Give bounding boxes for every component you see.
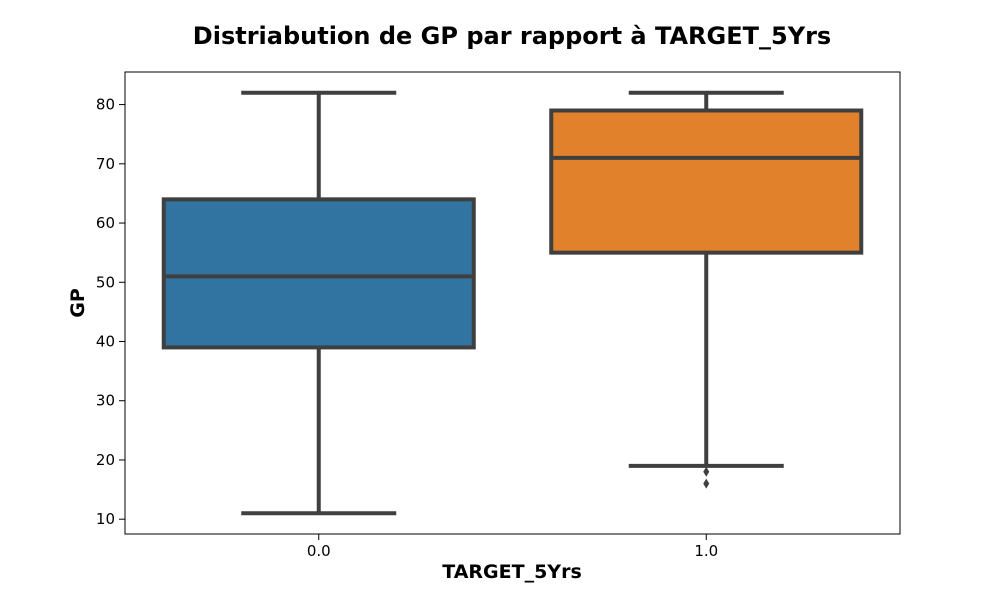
plot-area	[161, 90, 864, 516]
y-tick-label: 80	[96, 96, 115, 114]
axes: 10 20 30 40 50 60 70 80 0.0 1.0	[96, 96, 718, 560]
y-tick-label: 70	[96, 155, 115, 173]
y-tick-label: 20	[96, 451, 115, 469]
x-tick-label: 1.0	[694, 542, 718, 560]
y-tick-label: 60	[96, 214, 115, 232]
y-tick-label: 40	[96, 333, 115, 351]
plot-frame	[124, 71, 901, 535]
outlier-point	[703, 478, 710, 489]
chart-title: Distriabution de GP par rapport à TARGET…	[193, 22, 831, 50]
y-tick-label: 30	[96, 392, 115, 410]
box-group	[161, 90, 476, 516]
y-axis-title: GP	[67, 288, 89, 318]
iqr-box	[549, 108, 864, 255]
y-tick-label: 10	[96, 510, 115, 528]
box-group	[549, 90, 864, 489]
x-tick-label: 0.0	[307, 542, 331, 560]
y-tick-label: 50	[96, 273, 115, 291]
outlier-point	[703, 466, 710, 477]
iqr-box	[161, 197, 476, 350]
x-axis-title: TARGET_5Yrs	[442, 561, 582, 583]
